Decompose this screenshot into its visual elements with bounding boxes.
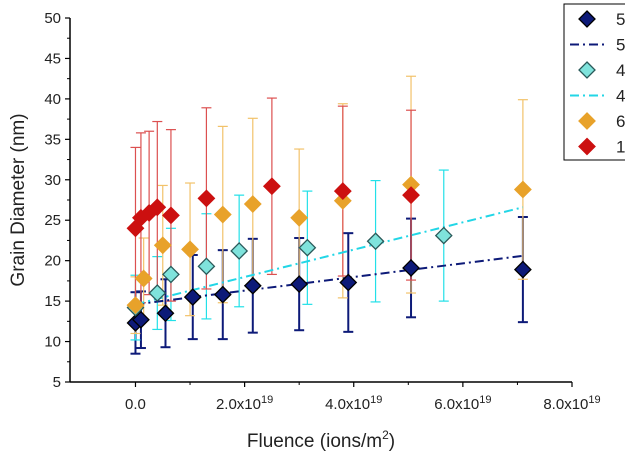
data-point (183, 288, 202, 306)
x-tick-label: 4.0x1019 (325, 394, 382, 413)
x-tick-label: 0.0 (125, 396, 146, 413)
data-markers (126, 175, 532, 332)
data-point (333, 182, 352, 201)
axes: 5 10 15 20 25 30 35 40 45 50 0.0 2.0x1019 4.0x1019 6.… (44, 10, 600, 413)
y-tick-label: 10 (44, 334, 61, 351)
data-point (148, 284, 167, 302)
data-point (402, 259, 420, 277)
legend-label: 4 (616, 87, 625, 106)
y-tick-label: 5 (53, 374, 61, 391)
data-point (434, 226, 453, 245)
data-point (513, 260, 532, 279)
data-point (213, 205, 232, 224)
data-point (162, 206, 180, 225)
data-point (230, 242, 249, 260)
legend-marker (578, 112, 596, 130)
data-point (366, 232, 385, 251)
y-tick-label: 40 (44, 91, 61, 108)
data-point (333, 191, 352, 210)
data-point (148, 198, 167, 217)
y-axis-title: Grain Diameter (nm) (8, 113, 29, 286)
x-tick-label: 6.0x1019 (434, 394, 491, 413)
y-tick-label: 35 (44, 131, 61, 148)
legend-marker (578, 10, 596, 28)
data-point (513, 180, 532, 199)
y-tick-label: 20 (44, 253, 61, 270)
data-point (262, 177, 281, 196)
data-point (162, 265, 180, 284)
legend-label: 1 (616, 138, 625, 157)
legend-label: 6 (616, 112, 625, 131)
legend-label: 5 (616, 10, 625, 29)
x-axis-title: Fluence (ions/m2) (247, 428, 395, 452)
data-point (197, 189, 216, 208)
data-point (132, 310, 150, 329)
data-point (402, 186, 420, 205)
data-point (339, 273, 358, 292)
y-tick-label: 30 (44, 172, 61, 189)
data-point (290, 275, 309, 294)
y-tick-label: 50 (44, 10, 61, 27)
data-point (298, 238, 317, 257)
data-point (134, 269, 153, 288)
data-point (126, 296, 145, 315)
data-point (290, 208, 309, 227)
data-point (153, 236, 172, 255)
data-point (156, 304, 175, 323)
data-point (243, 276, 262, 295)
legend-marker (578, 137, 596, 156)
data-point (213, 285, 232, 304)
y-tick-label: 15 (44, 293, 61, 310)
y-tick-label: 45 (44, 50, 61, 67)
x-tick-label: 8.0x1019 (543, 394, 600, 413)
legend-box (563, 3, 625, 161)
x-tick-label: 2.0x1019 (216, 394, 273, 413)
legend-label: 5 (616, 36, 625, 55)
legend: 5 5 4 4 6 1 (563, 3, 625, 161)
data-point (197, 257, 216, 276)
y-tick-label: 25 (44, 212, 61, 229)
data-point (243, 195, 262, 213)
data-point (181, 240, 199, 259)
error-bars (130, 75, 528, 355)
legend-marker (578, 61, 596, 79)
legend-label: 4 (616, 61, 625, 80)
